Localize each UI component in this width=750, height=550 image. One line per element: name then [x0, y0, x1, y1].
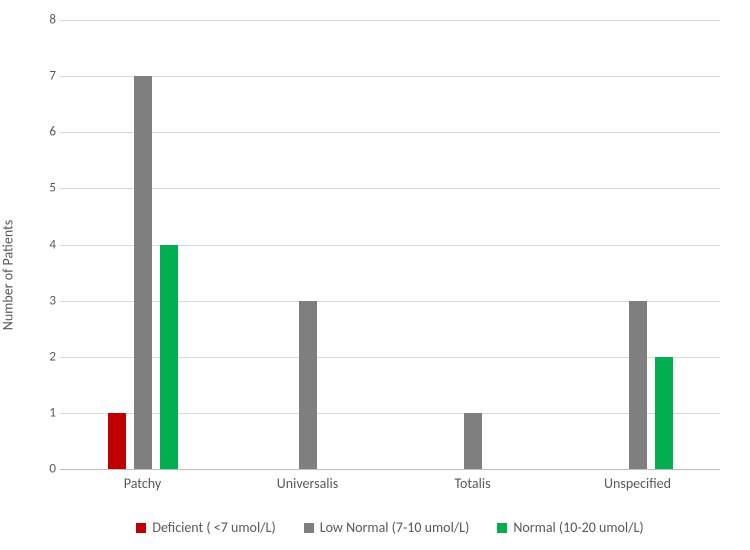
y-axis-label: Number of Patients [0, 220, 17, 330]
legend-item-normal: Normal (10-20 umol/L) [497, 519, 643, 536]
legend-item-low_normal: Low Normal (7-10 umol/L) [304, 519, 470, 536]
legend-label: Deficient ( <7 umol/L) [152, 519, 275, 536]
x-tick-label: Universalis [225, 469, 390, 492]
bar-normal [160, 245, 178, 470]
y-tick-label: 4 [38, 237, 56, 252]
y-tick-label: 0 [38, 462, 56, 477]
x-tick-label: Patchy [60, 469, 225, 492]
legend-swatch [136, 523, 146, 533]
bar-group: Universalis [225, 20, 390, 469]
bar-cluster [603, 20, 673, 469]
plot-area: 012345678PatchyUniversalisTotalisUnspeci… [60, 20, 720, 470]
bar-low_normal [629, 301, 647, 469]
legend-label: Low Normal (7-10 umol/L) [320, 519, 470, 536]
bar-group: Totalis [390, 20, 555, 469]
bar-group: Unspecified [555, 20, 720, 469]
y-tick-label: 8 [38, 13, 56, 28]
x-tick-label: Unspecified [555, 469, 720, 492]
x-tick-label: Totalis [390, 469, 555, 492]
y-tick-label: 7 [38, 69, 56, 84]
bar-low_normal [134, 76, 152, 469]
bar-cluster [108, 20, 178, 469]
bar-groups: PatchyUniversalisTotalisUnspecified [60, 20, 720, 469]
legend-label: Normal (10-20 umol/L) [513, 519, 643, 536]
y-tick-label: 5 [38, 181, 56, 196]
y-tick-label: 1 [38, 405, 56, 420]
bar-cluster [273, 20, 343, 469]
bar-cluster [438, 20, 508, 469]
chart-container: Number of Patients 012345678PatchyUniver… [0, 0, 750, 550]
bar-low_normal [299, 301, 317, 469]
y-tick-label: 3 [38, 293, 56, 308]
bar-normal [655, 357, 673, 469]
legend-swatch [304, 523, 314, 533]
legend: Deficient ( <7 umol/L) Low Normal (7-10 u… [60, 519, 720, 536]
y-tick-label: 2 [38, 349, 56, 364]
bar-deficient [108, 413, 126, 469]
y-tick-label: 6 [38, 125, 56, 140]
legend-swatch [497, 523, 507, 533]
bar-group: Patchy [60, 20, 225, 469]
legend-item-deficient: Deficient ( <7 umol/L) [136, 519, 275, 536]
bar-low_normal [464, 413, 482, 469]
